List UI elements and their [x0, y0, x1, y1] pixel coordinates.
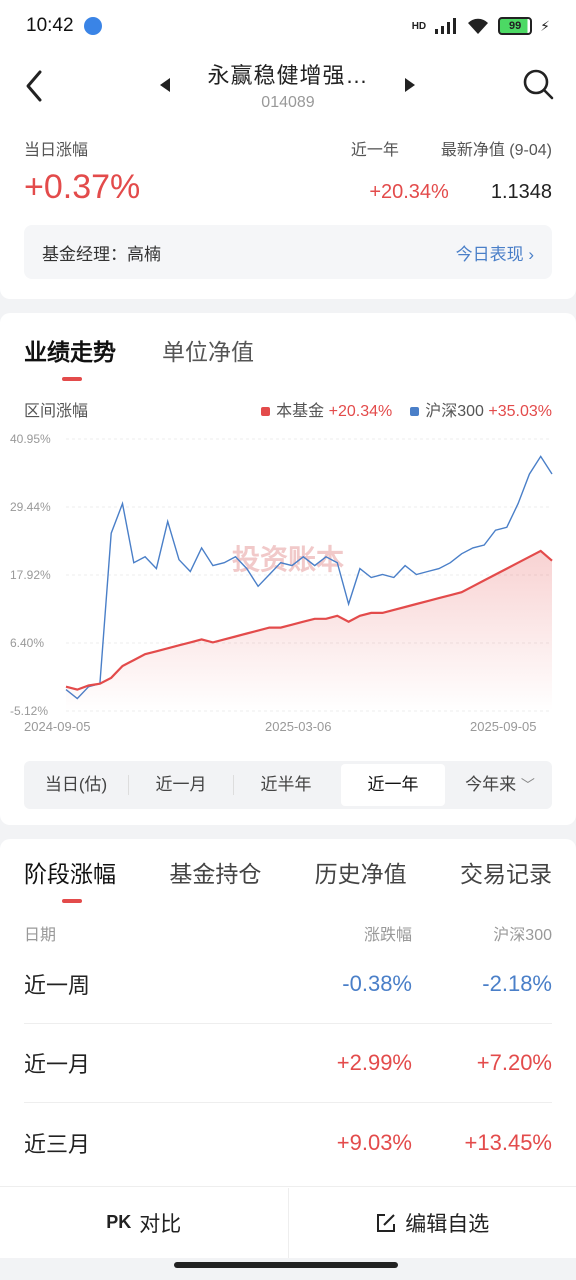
range-selector: 当日(估) 近一月 近半年 近一年 今年来 ﹀	[24, 761, 552, 809]
range-option-label: 今年来	[465, 775, 517, 794]
row-index-change: -2.18%	[482, 971, 552, 996]
charging-icon: ⚡	[540, 17, 550, 34]
summary-card: 当日涨幅 近一年 最新净值 (9-04) +0.37% +20.34% 1.13…	[0, 124, 576, 299]
status-time: 10:42	[26, 15, 102, 37]
edit-watchlist-label: 编辑自选	[405, 1212, 490, 1236]
y-tick-label: 29.44%	[10, 500, 51, 514]
signal-bars-icon	[435, 18, 457, 34]
watermark-text: 投资账本	[232, 543, 344, 576]
y-tick-label: 6.40%	[10, 636, 44, 650]
header-index: 沪深300	[493, 927, 552, 944]
row-index-change: +13.45%	[464, 1129, 552, 1155]
row-fund-change: -0.38%	[342, 971, 412, 996]
year-change-value: +20.34%	[369, 181, 449, 203]
table-row: 近一月 +2.99% +7.20%	[24, 1024, 552, 1103]
legend-fund-value: +20.34%	[328, 403, 393, 420]
range-divider	[128, 775, 129, 795]
wifi-icon	[468, 18, 489, 34]
table-header: 日期 涨跌幅 沪深300	[24, 921, 552, 945]
x-tick-label: 2025-03-06	[265, 719, 332, 734]
year-change-label: 近一年	[350, 142, 399, 159]
compare-button[interactable]: PK 对比	[0, 1208, 288, 1238]
range-option-dropdown[interactable]: 今年来 ﹀	[448, 764, 552, 806]
legend-index-value: +35.03%	[488, 403, 552, 420]
y-tick-label: 17.92%	[10, 568, 51, 582]
legend-fund-swatch	[261, 407, 271, 416]
bottom-divider	[287, 1187, 289, 1258]
range-option[interactable]: 近半年	[260, 775, 312, 794]
today-performance-link[interactable]: 今日表现 ›	[455, 244, 534, 264]
chevron-down-icon: ﹀	[520, 777, 535, 793]
row-fund-change: +9.03%	[336, 1129, 412, 1155]
row-fund-change: +2.99%	[336, 1050, 412, 1075]
range-option-selected[interactable]: 近一年	[341, 764, 445, 806]
fund-series-line	[65, 549, 553, 691]
header-change: 涨跌幅	[363, 927, 412, 944]
app-notification-icon	[83, 17, 102, 35]
tab-history-nav[interactable]: 历史净值	[314, 861, 407, 887]
home-indicator	[174, 1262, 398, 1268]
chart-legend-row: 区间涨幅 本基金 +20.34% 沪深300 +35.03%	[24, 397, 552, 421]
legend-index-swatch	[410, 407, 420, 416]
search-icon[interactable]	[522, 68, 554, 100]
summary-labels: 当日涨幅 近一年 最新净值 (9-04)	[24, 136, 552, 160]
edit-watchlist-button[interactable]: 编辑自选	[289, 1208, 576, 1238]
summary-values: +0.37% +20.34% 1.1348	[24, 168, 552, 207]
section-tabs: 阶段涨幅 基金持仓 历史净值 交易记录	[24, 855, 552, 903]
stage-card: 阶段涨幅 基金持仓 历史净值 交易记录 日期 涨跌幅 沪深300 近一周 -0.…	[0, 839, 576, 1199]
legend-fund: 本基金 +20.34%	[261, 397, 392, 421]
back-arrow-icon[interactable]	[20, 68, 48, 104]
tab-stage-returns[interactable]: 阶段涨幅	[24, 855, 116, 903]
nav-label: 最新净值 (9-04)	[440, 142, 552, 159]
fund-title-block: 永赢稳健增强… 014089	[0, 58, 576, 112]
nav-value: 1.1348	[490, 181, 552, 203]
fund-area-fill	[66, 550, 552, 711]
signal-icon: HD	[411, 20, 427, 32]
tab-holdings[interactable]: 基金持仓	[169, 861, 262, 887]
table-row: 近三月 +9.03% +13.45%	[24, 1103, 552, 1182]
status-bar: 10:42 HD 99 ⚡	[0, 0, 576, 52]
pk-icon: PK	[106, 1212, 132, 1232]
battery-icon: 99	[498, 17, 533, 35]
bottom-action-bar: PK 对比 编辑自选	[0, 1186, 576, 1258]
performance-chart[interactable]: 40.95% 29.44% 17.92% 6.40% -5.12%2024-09-05 2…	[0, 423, 576, 763]
top-nav: 永赢稳健增强… 014089	[0, 52, 576, 124]
index-series-line	[65, 455, 553, 700]
range-option[interactable]: 近一月	[155, 775, 207, 794]
chart-card: 业绩走势 单位净值 区间涨幅 本基金 +20.34% 沪深300 +35.03%…	[0, 313, 576, 825]
x-tick-label: 2024-09-05	[24, 719, 91, 734]
tab-unit-nav[interactable]: 单位净值	[162, 339, 254, 365]
status-icons: HD 99 ⚡	[412, 17, 550, 35]
x-tick-label: 2025-09-05	[470, 719, 537, 734]
compare-label: 对比	[139, 1212, 182, 1236]
row-period: 近三月	[24, 1131, 91, 1157]
fund-code: 014089	[261, 94, 315, 111]
edit-icon	[377, 1213, 396, 1232]
legend-index: 沪深300 +35.03%	[410, 397, 552, 421]
row-period: 近一月	[24, 1052, 91, 1077]
legend-index-name: 沪深300	[425, 403, 484, 420]
chart-tabs: 业绩走势 单位净值	[24, 333, 552, 381]
manager-text: 基金经理：高楠	[42, 244, 161, 264]
legend-fund-name: 本基金	[276, 403, 325, 420]
next-fund-icon[interactable]	[405, 78, 415, 92]
tab-performance[interactable]: 业绩走势	[24, 333, 116, 381]
chart-legend: 本基金 +20.34% 沪深300 +35.03%	[261, 397, 552, 421]
y-tick-label: 40.95%	[10, 432, 51, 446]
manager-row[interactable]: 基金经理：高楠 今日表现 ›	[24, 225, 552, 279]
range-option[interactable]: 当日(估)	[44, 775, 108, 794]
row-index-change: +7.20%	[476, 1050, 552, 1075]
table-row: 近一周 -0.38% -2.18%	[24, 945, 552, 1024]
daily-change-label: 当日涨幅	[24, 142, 89, 159]
clock: 10:42	[26, 15, 74, 36]
daily-change-value: +0.37%	[24, 168, 141, 206]
range-divider	[233, 775, 234, 795]
fund-title: 永赢稳健增强…	[207, 63, 369, 88]
tab-trade-records[interactable]: 交易记录	[459, 861, 552, 887]
row-period: 近一周	[24, 973, 91, 998]
header-date: 日期	[24, 927, 57, 944]
range-label: 区间涨幅	[24, 403, 89, 420]
prev-fund-icon[interactable]	[160, 78, 170, 92]
y-tick-label: -5.12%	[10, 704, 48, 718]
